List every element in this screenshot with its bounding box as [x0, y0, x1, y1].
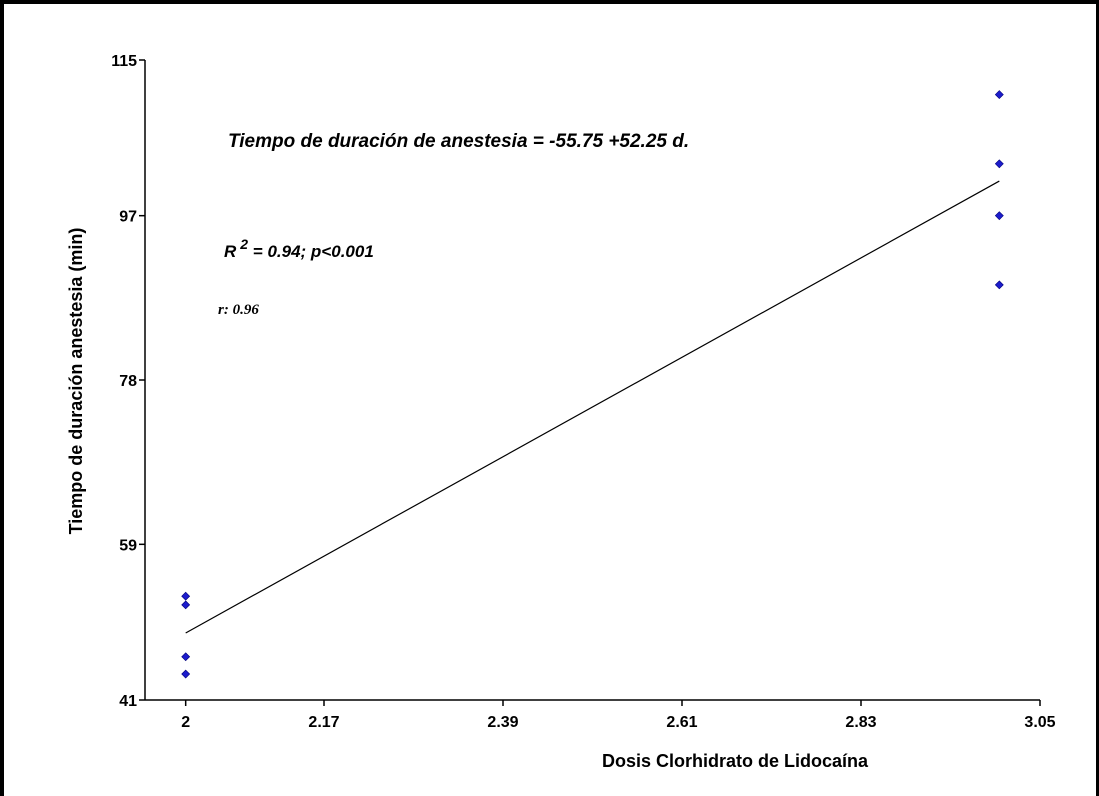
x-ticks: 2 2.17 2.39 2.61 2.83 3.05: [181, 700, 1056, 731]
regression-line: [185, 180, 1000, 634]
x-tick-label: 2.83: [845, 714, 876, 731]
r-annotation: r: 0.96: [218, 302, 259, 318]
y-tick-label: 59: [119, 537, 137, 554]
x-tick-label: 2.39: [487, 714, 518, 731]
r2-prefix: R: [224, 242, 237, 261]
data-point: [181, 600, 191, 610]
data-point: [181, 591, 191, 601]
x-tick-label: 3.05: [1024, 714, 1055, 731]
y-tick-label: 97: [119, 209, 137, 226]
y-tick-label: 78: [119, 373, 137, 390]
data-point: [994, 159, 1004, 169]
x-axis-title: Dosis Clorhidrato de Lidocaína: [602, 751, 869, 771]
equation-annotation: Tiempo de duración de anestesia = -55.75…: [228, 131, 689, 152]
x-tick-label: 2: [181, 714, 190, 731]
data-point: [181, 652, 191, 662]
data-point: [994, 90, 1004, 100]
data-point: [994, 280, 1004, 290]
x-tick-label: 2.61: [666, 714, 697, 731]
x-tick-label: 2.17: [308, 714, 339, 731]
data-point: [994, 211, 1004, 221]
axes: [144, 60, 1040, 701]
r2-superscript: 2: [239, 236, 248, 252]
y-axis-title: Tiempo de duración anestesia (min): [66, 228, 86, 535]
y-ticks: 41 59 78 97 115: [111, 53, 145, 710]
y-tick-label: 41: [119, 693, 137, 710]
data-point: [181, 669, 191, 679]
r2-rest: = 0.94; p<0.001: [248, 242, 374, 261]
y-tick-label: 115: [111, 53, 137, 70]
data-points: [181, 90, 1004, 679]
